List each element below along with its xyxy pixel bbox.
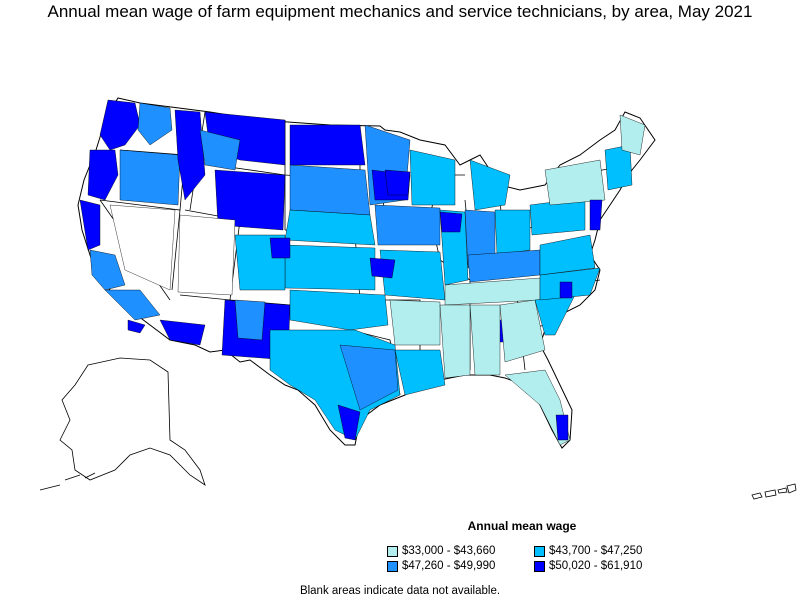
alaska-islands: [39, 472, 96, 491]
legend-label-1: $33,000 - $43,660: [402, 545, 496, 557]
region-wi: [409, 149, 456, 206]
region-nc-blue: [559, 281, 573, 299]
legend-label-2: $43,700 - $47,250: [549, 545, 643, 557]
legend-item-4: $50,020 - $61,910: [534, 560, 642, 572]
region-wi-w: [384, 169, 411, 196]
region-ca-north: [79, 199, 101, 251]
region-nj: [589, 199, 603, 231]
legend-label-4: $50,020 - $61,910: [549, 560, 643, 572]
region-oh: [494, 209, 531, 256]
region-ga: [499, 299, 546, 363]
wage-regions: [79, 99, 646, 446]
region-sd: [289, 164, 371, 216]
region-or-east: [119, 149, 181, 206]
region-ok: [289, 289, 389, 331]
region-wa-east: [137, 102, 173, 146]
region-wa-west: [99, 99, 141, 151]
region-mt-west: [199, 129, 241, 171]
region-nv: [109, 204, 176, 291]
region-tx-east: [339, 344, 399, 411]
legend-label-3: $47,260 - $49,990: [402, 560, 496, 572]
region-ms: [439, 304, 471, 379]
region-al: [469, 304, 501, 376]
region-va: [539, 234, 596, 276]
region-la: [394, 349, 446, 396]
region-nm-west: [234, 299, 266, 341]
legend-swatch-3: [387, 560, 398, 572]
legend-swatch-1: [387, 545, 398, 557]
region-me: [619, 114, 646, 156]
region-ne: [284, 209, 376, 246]
region-or-coast: [87, 149, 119, 201]
region-tx-gulf: [337, 404, 361, 441]
legend-item-1: $33,000 - $43,660: [387, 545, 495, 557]
region-co-east: [269, 237, 291, 259]
region-mi: [469, 159, 511, 211]
hawaii-islands: [751, 483, 797, 500]
region-id: [174, 109, 206, 201]
region-ar: [389, 299, 441, 346]
region-ks: [284, 244, 376, 291]
region-ca-south: [104, 289, 161, 321]
legend-title: Annual mean wage: [467, 519, 577, 533]
alaska-outline: [59, 357, 206, 486]
region-fl: [504, 369, 571, 446]
region-ut: [177, 214, 236, 296]
region-wy: [214, 169, 286, 231]
region-fl-south: [555, 414, 569, 441]
region-il-n: [439, 211, 463, 233]
legend-item-3: $47,260 - $49,990: [387, 560, 495, 572]
region-ca-central: [89, 249, 126, 291]
region-az-south: [159, 319, 206, 346]
region-az-west: [127, 319, 146, 334]
legend-item-2: $43,700 - $47,250: [534, 545, 642, 557]
region-ny: [544, 159, 606, 206]
map-title: Annual mean wage of farm equipment mecha…: [47, 2, 753, 21]
region-nd: [289, 124, 366, 166]
region-ia: [374, 204, 441, 246]
footnote: Blank areas indicate data not available.: [299, 585, 501, 597]
region-mo-n: [369, 257, 396, 279]
legend-swatch-2: [534, 545, 545, 557]
legend-swatch-4: [534, 560, 545, 572]
